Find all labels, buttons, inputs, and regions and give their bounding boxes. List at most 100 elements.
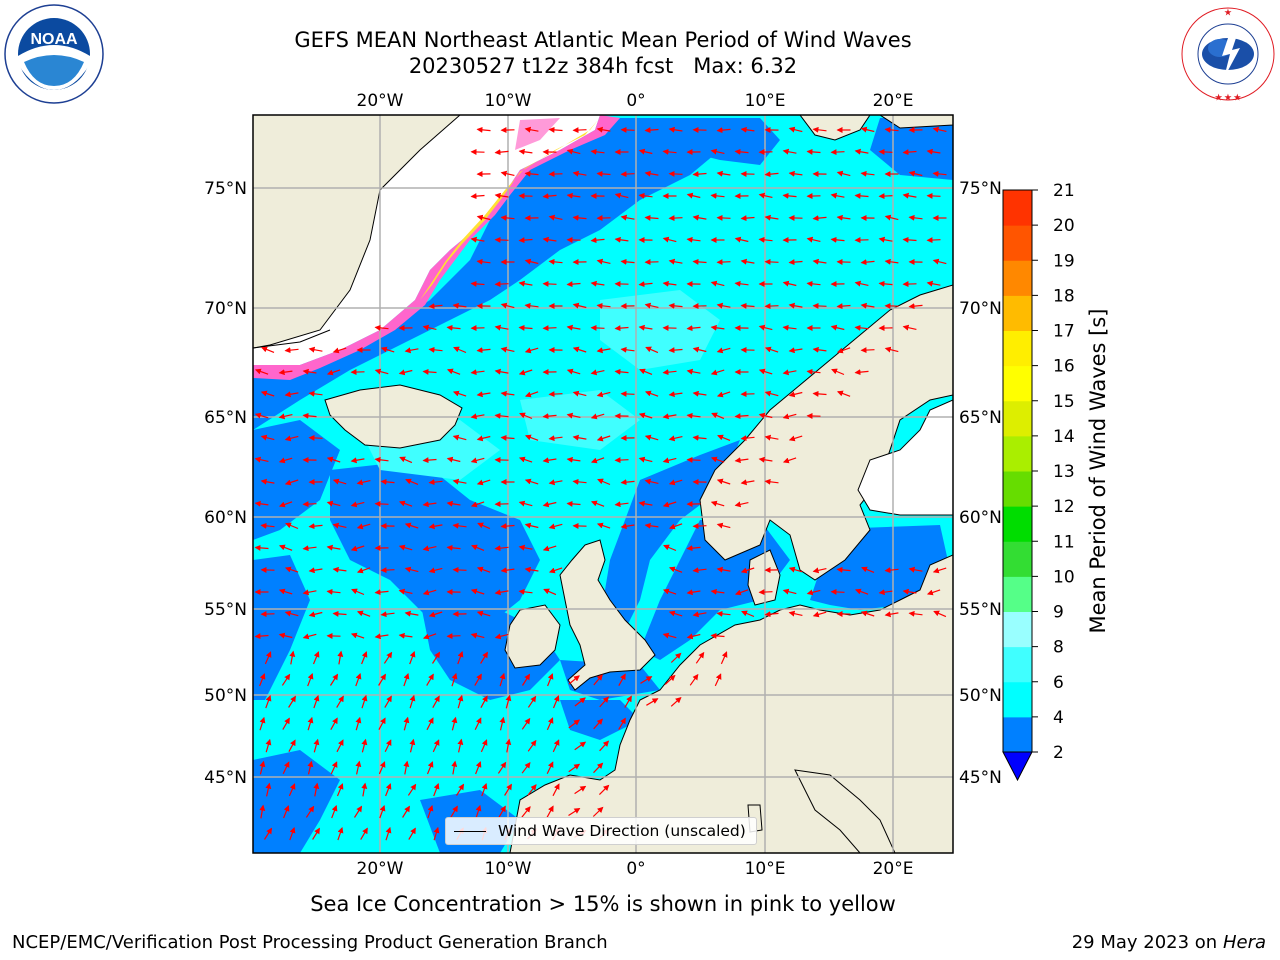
wind-wave-direction-arrows bbox=[254, 126, 947, 841]
wave-direction-arrow bbox=[337, 826, 344, 841]
noaa-logo-text: NOAA bbox=[30, 31, 78, 48]
wave-direction-arrow bbox=[404, 610, 419, 617]
wave-direction-arrow bbox=[878, 589, 893, 596]
y-tick-label: 70°N bbox=[959, 299, 1002, 319]
wave-direction-arrow bbox=[884, 567, 899, 574]
wave-direction-arrow bbox=[572, 434, 587, 441]
wave-direction-arrow bbox=[259, 673, 266, 687]
wave-direction-arrow bbox=[566, 368, 581, 375]
wave-direction-arrow bbox=[710, 632, 725, 639]
wave-direction-arrow bbox=[350, 632, 365, 639]
x-tick-label: 10°W bbox=[485, 859, 532, 879]
wave-direction-arrow bbox=[452, 302, 467, 309]
wave-direction-arrow bbox=[452, 478, 467, 485]
wave-direction-arrow bbox=[302, 545, 317, 552]
x-tick-label: 0° bbox=[626, 91, 645, 111]
wave-direction-arrow bbox=[716, 259, 731, 266]
wave-direction-arrow bbox=[404, 566, 419, 573]
wave-direction-arrow bbox=[926, 148, 941, 155]
wave-direction-arrow bbox=[524, 302, 539, 309]
colorbar-segment bbox=[1003, 365, 1032, 402]
colorbar-tick-label: 6 bbox=[1053, 673, 1064, 693]
wave-direction-arrow bbox=[614, 325, 629, 332]
wave-direction-arrow bbox=[710, 324, 725, 331]
wave-direction-arrow bbox=[384, 739, 392, 753]
wave-direction-arrow bbox=[308, 523, 323, 530]
wave-direction-arrow bbox=[379, 804, 386, 819]
wave-direction-arrow bbox=[422, 589, 437, 596]
colorbar-tick-label: 17 bbox=[1053, 322, 1075, 342]
wave-direction-arrow bbox=[782, 457, 797, 464]
wave-direction-arrow bbox=[399, 456, 413, 464]
wave-direction-arrow bbox=[518, 544, 533, 551]
wave-direction-arrow bbox=[470, 632, 485, 639]
wave-direction-arrow bbox=[332, 522, 347, 529]
wave-direction-arrow bbox=[428, 303, 443, 310]
wave-direction-arrow bbox=[500, 214, 515, 221]
wave-direction-arrow bbox=[716, 170, 731, 177]
wave-direction-arrow bbox=[326, 456, 341, 463]
legend-label: Wind Wave Direction (unscaled) bbox=[498, 822, 746, 840]
wave-direction-arrow bbox=[686, 456, 701, 463]
y-tick-label: 55°N bbox=[204, 600, 247, 620]
wave-direction-arrow bbox=[289, 650, 296, 665]
wave-direction-arrow bbox=[302, 589, 317, 596]
wave-direction-arrow bbox=[542, 457, 557, 464]
wave-direction-arrow bbox=[500, 390, 515, 397]
wave-direction-arrow bbox=[620, 258, 635, 265]
wave-direction-arrow bbox=[356, 610, 371, 617]
wave-direction-arrow bbox=[471, 544, 485, 551]
wave-direction-arrow bbox=[330, 761, 338, 775]
wave-direction-arrow bbox=[518, 280, 533, 287]
wave-direction-arrow bbox=[263, 827, 273, 840]
wave-direction-arrow bbox=[710, 456, 725, 463]
wave-direction-arrow bbox=[908, 170, 923, 177]
colorbar-segments bbox=[1003, 190, 1032, 753]
wave-direction-arrow bbox=[308, 346, 323, 353]
wave-direction-arrow bbox=[692, 346, 707, 353]
wave-direction-arrow bbox=[902, 588, 917, 595]
wave-direction-arrow bbox=[662, 632, 677, 639]
wave-direction-arrow bbox=[758, 412, 773, 419]
wave-direction-arrow bbox=[384, 695, 392, 708]
wave-direction-arrow bbox=[566, 500, 581, 507]
wave-direction-arrow bbox=[618, 717, 626, 730]
wave-direction-arrow bbox=[524, 391, 539, 398]
wave-direction-arrow bbox=[336, 739, 344, 753]
colorbar-tick-label: 21 bbox=[1053, 181, 1075, 201]
wave-direction-arrow bbox=[806, 589, 821, 596]
wave-direction-arrow bbox=[854, 148, 869, 155]
wave-direction-arrow bbox=[590, 324, 605, 331]
wave-direction-arrow bbox=[854, 369, 869, 376]
wave-direction-arrow bbox=[830, 324, 845, 331]
wave-direction-arrow bbox=[476, 479, 491, 486]
wave-direction-arrow bbox=[260, 390, 275, 397]
wave-direction-arrow bbox=[740, 435, 755, 442]
wave-direction-arrow bbox=[716, 522, 731, 529]
wave-direction-arrow bbox=[260, 478, 275, 485]
wave-direction-arrow bbox=[764, 390, 779, 397]
wave-direction-arrow bbox=[356, 479, 371, 486]
wave-direction-arrow bbox=[330, 717, 338, 730]
wave-direction-arrow bbox=[264, 651, 272, 665]
wave-direction-arrow bbox=[788, 566, 803, 573]
wave-direction-arrow bbox=[590, 148, 605, 155]
wave-direction-arrow bbox=[480, 651, 488, 664]
wave-direction-arrow bbox=[670, 697, 682, 707]
wave-direction-arrow bbox=[830, 149, 845, 156]
wave-direction-arrow bbox=[433, 782, 440, 797]
wave-direction-arrow bbox=[574, 741, 587, 751]
colorbar-under-triangle bbox=[1002, 751, 1033, 782]
wave-direction-arrow bbox=[638, 456, 653, 463]
wave-direction-arrow bbox=[403, 716, 410, 731]
wave-direction-arrow bbox=[518, 369, 533, 376]
wave-direction-arrow bbox=[500, 170, 515, 177]
legend-line-swatch bbox=[454, 831, 486, 832]
wave-direction-arrow bbox=[527, 784, 537, 796]
x-tick-label: 10°E bbox=[745, 859, 786, 879]
wave-direction-arrow bbox=[385, 783, 392, 797]
wave-direction-arrow bbox=[686, 589, 701, 596]
wave-direction-arrow bbox=[374, 500, 389, 507]
wave-direction-arrow bbox=[254, 368, 269, 375]
wave-direction-arrow bbox=[644, 434, 659, 441]
